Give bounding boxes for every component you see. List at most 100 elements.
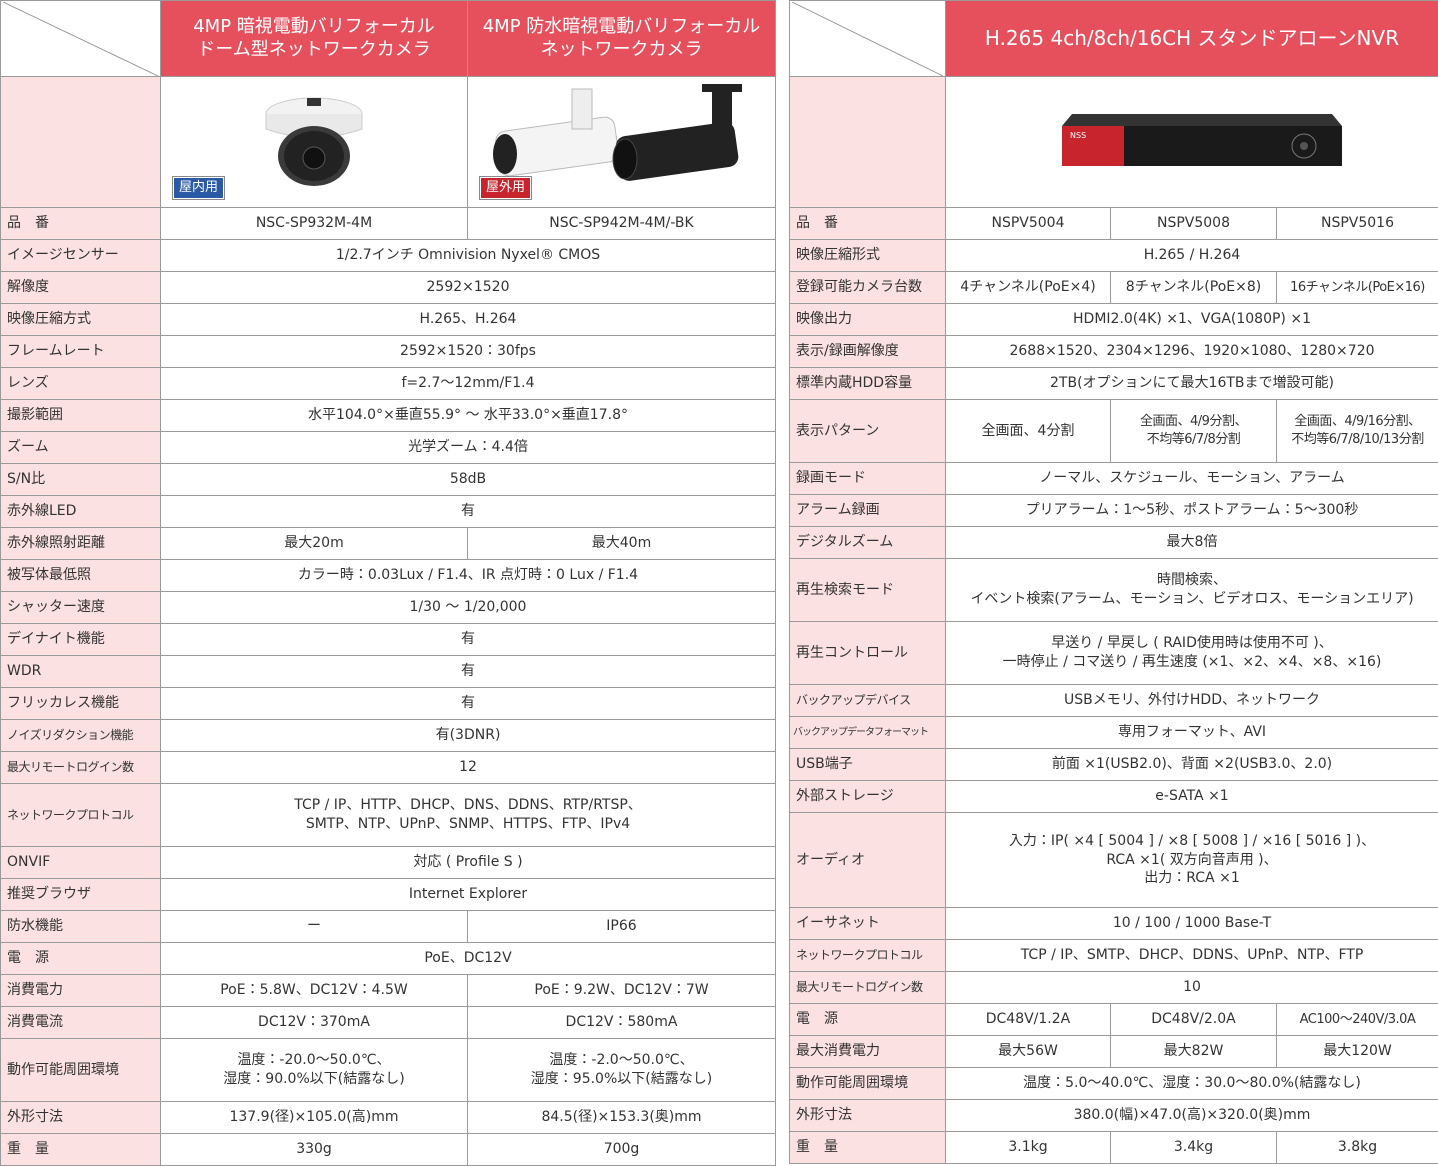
row-label: 登録可能カメラ台数	[790, 272, 946, 304]
spec-row: フリッカレス機能有	[1, 688, 776, 720]
spec-value: 温度：5.0～40.0℃、湿度：30.0～80.0%(結露なし)	[946, 1068, 1438, 1100]
row-label: オーディオ	[790, 813, 946, 908]
row-label: レンズ	[1, 368, 161, 400]
spec-value: PoE：5.8W、DC12V：4.5W	[161, 975, 468, 1007]
dome-camera-image	[259, 84, 369, 194]
spec-value: 最大40m	[468, 528, 776, 560]
spec-value: 最大8倍	[946, 527, 1438, 559]
spec-row: USB端子前面 ×1(USB2.0)、背面 ×2(USB3.0、2.0)	[790, 749, 1438, 781]
spec-value: 専用フォーマット、AVI	[946, 717, 1438, 749]
spec-row: オーディオ入力：IP( ×4 [ 5004 ] / ×8 [ 5008 ] / …	[790, 813, 1438, 908]
spec-value: 入力：IP( ×4 [ 5004 ] / ×8 [ 5008 ] / ×16 […	[946, 813, 1438, 908]
spec-value: 有(3DNR)	[161, 720, 776, 752]
image-cell: 屋内用	[161, 77, 468, 208]
spec-value: 全画面、4/9/16分割、 不均等6/7/8/10/13分割	[1277, 400, 1438, 463]
row-label: ネットワークプロトコル	[1, 784, 161, 847]
row-label: デイナイト機能	[1, 624, 161, 656]
spec-value: H.265、H.264	[161, 304, 776, 336]
spec-row: 動作可能周囲環境温度：5.0～40.0℃、湿度：30.0～80.0%(結露なし)	[790, 1068, 1438, 1100]
row-label: S/N比	[1, 464, 161, 496]
image-row: 屋内用屋外用	[1, 77, 776, 208]
row-label: ノイズリダクション機能	[1, 720, 161, 752]
image-label-cell	[790, 77, 946, 208]
spec-row: 表示パターン全画面、4分割全画面、4/9分割、 不均等6/7/8分割全画面、4/…	[790, 400, 1438, 463]
spec-value: 700g	[468, 1134, 776, 1166]
product-header: H.265 4ch/8ch/16CH スタンドアローンNVR	[946, 1, 1438, 77]
row-label: 撮影範囲	[1, 400, 161, 432]
spec-value: 全画面、4分割	[946, 400, 1111, 463]
spec-row: アラーム録画プリアラーム：1～5秒、ポストアラーム：5～300秒	[790, 495, 1438, 527]
spec-value: 2592×1520	[161, 272, 776, 304]
spec-value: 2TB(オプションにて最大16TBまで増設可能)	[946, 368, 1438, 400]
spec-value: 2592×1520：30fps	[161, 336, 776, 368]
row-label: ネットワークプロトコル	[790, 940, 946, 972]
row-label: 推奨ブラウザ	[1, 879, 161, 911]
spec-value: USBメモリ、外付けHDD、ネットワーク	[946, 685, 1438, 717]
row-label: 映像出力	[790, 304, 946, 336]
nvr-image: NSS	[1042, 104, 1342, 174]
row-label: ズーム	[1, 432, 161, 464]
spec-value: 対応 ( Profile S )	[161, 847, 776, 879]
row-label: 録画モード	[790, 463, 946, 495]
row-label: 消費電流	[1, 1007, 161, 1039]
product-header: 4MP 防水暗視電動バリフォーカル ネットワークカメラ	[468, 1, 776, 77]
row-label: 外部ストレージ	[790, 781, 946, 813]
spec-value: H.265 / H.264	[946, 240, 1438, 272]
spec-row: デイナイト機能有	[1, 624, 776, 656]
spec-value: 58dB	[161, 464, 776, 496]
row-label: ONVIF	[1, 847, 161, 879]
product-header: 4MP 暗視電動バリフォーカル ドーム型ネットワークカメラ	[161, 1, 468, 77]
spec-value: 最大82W	[1111, 1036, 1277, 1068]
location-badge: 屋内用	[173, 177, 224, 199]
spec-value: f=2.7～12mm/F1.4	[161, 368, 776, 400]
row-label: イメージセンサー	[1, 240, 161, 272]
row-label: 消費電力	[1, 975, 161, 1007]
row-label: 電 源	[790, 1004, 946, 1036]
row-label: 表示パターン	[790, 400, 946, 463]
row-label: 赤外線LED	[1, 496, 161, 528]
row-label: 重 量	[1, 1134, 161, 1166]
spec-row: バックアップデータフォーマット専用フォーマット、AVI	[790, 717, 1438, 749]
row-label: 動作可能周囲環境	[790, 1068, 946, 1100]
row-label: イーサネット	[790, 908, 946, 940]
spec-value: 16チャンネル(PoE×16)	[1277, 272, 1438, 304]
spec-value: 12	[161, 752, 776, 784]
spec-value: IP66	[468, 911, 776, 943]
spec-value: TCP / IP、HTTP、DHCP、DNS、DDNS、RTP/RTSP、 SM…	[161, 784, 776, 847]
row-label: 品 番	[790, 208, 946, 240]
spec-value: PoE、DC12V	[161, 943, 776, 975]
spec-value: NSPV5004	[946, 208, 1111, 240]
spec-value: AC100～240V/3.0A	[1277, 1004, 1438, 1036]
spec-value: プリアラーム：1～5秒、ポストアラーム：5～300秒	[946, 495, 1438, 527]
spec-value: 3.8kg	[1277, 1132, 1438, 1164]
row-label: シャッター速度	[1, 592, 161, 624]
spec-value: カラー時：0.03Lux / F1.4、IR 点灯時：0 Lux / F1.4	[161, 560, 776, 592]
spec-value: 温度：-20.0～50.0℃、 湿度：90.0%以下(結露なし)	[161, 1039, 468, 1102]
spec-value: Internet Explorer	[161, 879, 776, 911]
row-label: 被写体最低照	[1, 560, 161, 592]
